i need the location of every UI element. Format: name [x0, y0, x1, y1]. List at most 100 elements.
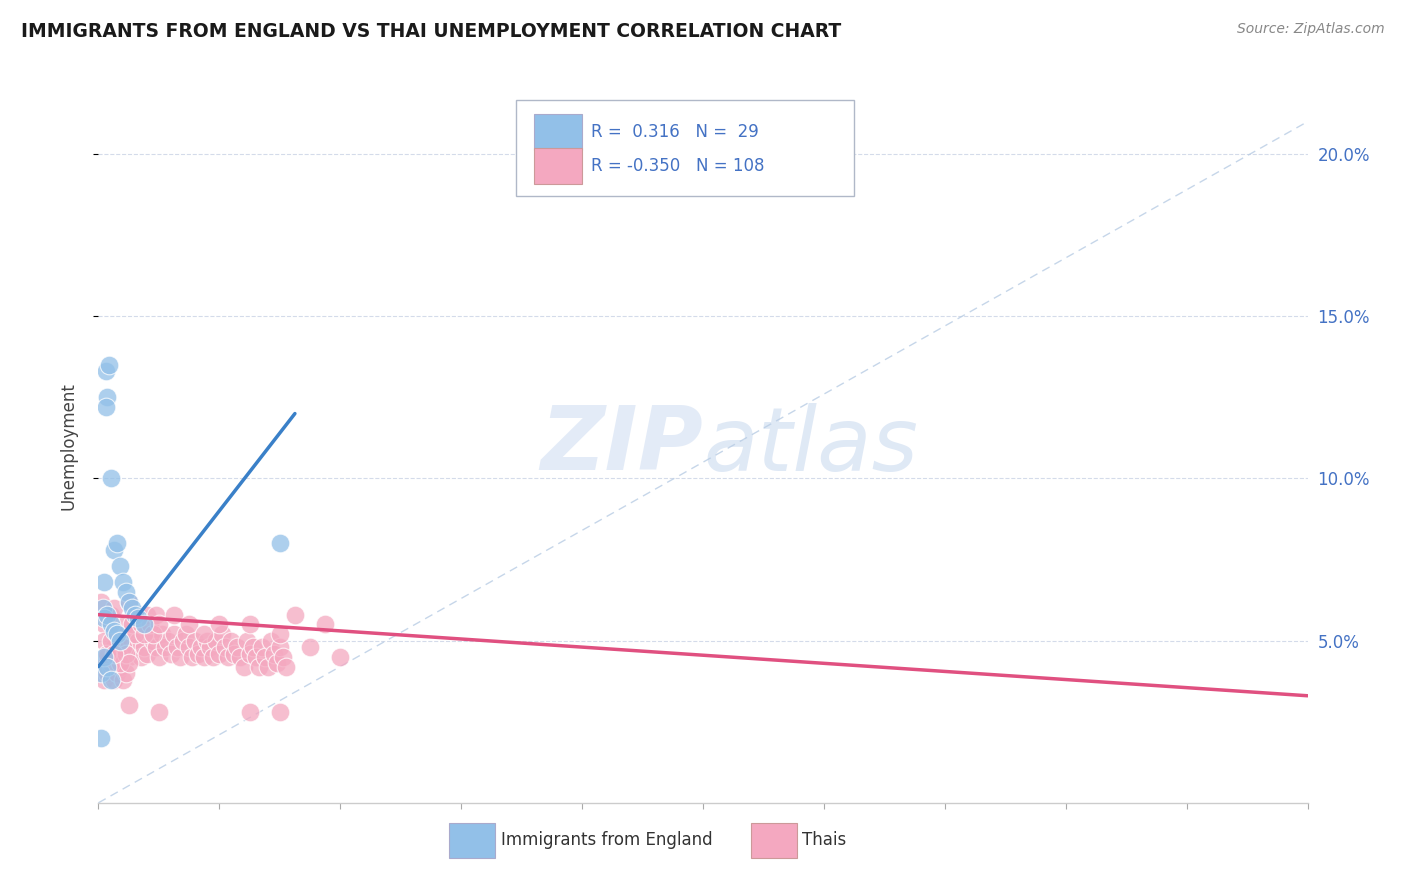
Point: [93, 673, 115, 687]
Point: [250, 640, 273, 654]
Point: [329, 649, 352, 664]
Point: [108, 559, 131, 574]
Point: [221, 633, 243, 648]
Point: [142, 633, 165, 648]
Point: [114, 617, 136, 632]
Point: [269, 536, 291, 550]
FancyBboxPatch shape: [534, 148, 582, 184]
Point: [96, 666, 118, 681]
FancyBboxPatch shape: [449, 823, 495, 858]
Point: [148, 705, 170, 719]
Point: [105, 536, 128, 550]
FancyBboxPatch shape: [534, 114, 582, 150]
Point: [93, 575, 115, 590]
Point: [96, 647, 118, 661]
Point: [269, 705, 291, 719]
Point: [105, 647, 128, 661]
Point: [96, 659, 118, 673]
Point: [90, 659, 112, 673]
Point: [135, 647, 157, 661]
Point: [103, 624, 125, 638]
Point: [190, 640, 212, 654]
Point: [108, 659, 131, 673]
Point: [108, 633, 131, 648]
Point: [145, 607, 167, 622]
Point: [118, 698, 141, 713]
Point: [100, 657, 122, 671]
Point: [224, 647, 246, 661]
Point: [163, 627, 186, 641]
Point: [139, 617, 162, 632]
FancyBboxPatch shape: [516, 100, 855, 196]
Point: [247, 659, 270, 673]
Point: [100, 633, 122, 648]
FancyBboxPatch shape: [751, 823, 797, 858]
Point: [200, 640, 222, 654]
Point: [90, 595, 112, 609]
Point: [103, 647, 125, 661]
Point: [150, 627, 173, 641]
Point: [91, 601, 114, 615]
Point: [271, 649, 294, 664]
Point: [245, 649, 267, 664]
Point: [121, 601, 143, 615]
Point: [299, 640, 322, 654]
Point: [105, 627, 128, 641]
Point: [114, 666, 136, 681]
Point: [208, 647, 231, 661]
Point: [111, 633, 134, 648]
Point: [202, 649, 225, 664]
Point: [90, 666, 112, 681]
Point: [94, 400, 117, 414]
Point: [129, 649, 152, 664]
Point: [172, 633, 194, 648]
Text: Source: ZipAtlas.com: Source: ZipAtlas.com: [1237, 22, 1385, 37]
Point: [181, 649, 204, 664]
Point: [174, 627, 197, 641]
Point: [105, 627, 128, 641]
Point: [263, 647, 285, 661]
Point: [274, 659, 297, 673]
Point: [208, 617, 231, 632]
Point: [239, 647, 262, 661]
Point: [166, 640, 188, 654]
Point: [90, 731, 112, 745]
Point: [103, 601, 125, 615]
Point: [93, 617, 115, 632]
Point: [103, 542, 125, 557]
Point: [118, 595, 141, 609]
Point: [100, 617, 122, 632]
Text: R =  0.316   N =  29: R = 0.316 N = 29: [591, 123, 758, 141]
Point: [179, 617, 201, 632]
Point: [217, 649, 239, 664]
Point: [108, 640, 131, 654]
Point: [148, 617, 170, 632]
Point: [132, 627, 155, 641]
Point: [260, 633, 283, 648]
Point: [114, 647, 136, 661]
Point: [142, 627, 165, 641]
Point: [193, 649, 215, 664]
Point: [127, 633, 149, 648]
Text: R = -0.350   N = 108: R = -0.350 N = 108: [591, 157, 763, 175]
Text: Thais: Thais: [803, 831, 846, 849]
Y-axis label: Unemployment: Unemployment: [59, 382, 77, 510]
Point: [105, 666, 128, 681]
Point: [96, 649, 118, 664]
Point: [214, 640, 236, 654]
Point: [148, 649, 170, 664]
Point: [96, 390, 118, 404]
Point: [93, 611, 115, 625]
Point: [179, 640, 201, 654]
Point: [121, 633, 143, 648]
Point: [111, 673, 134, 687]
Point: [94, 364, 117, 378]
Point: [160, 647, 183, 661]
Point: [129, 617, 152, 632]
Point: [100, 607, 122, 622]
Point: [253, 649, 276, 664]
Point: [163, 607, 186, 622]
Point: [96, 607, 118, 622]
Point: [153, 640, 176, 654]
Point: [124, 607, 146, 622]
